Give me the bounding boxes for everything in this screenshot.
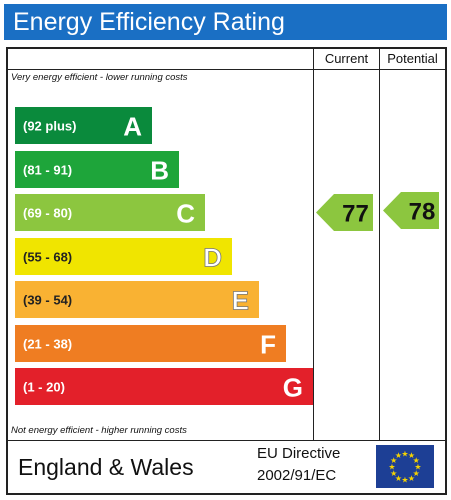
rating-frame (6, 47, 447, 495)
band-letter: A (123, 112, 142, 142)
header-divider (8, 69, 445, 70)
band-range-label: (55 - 68) (23, 250, 72, 265)
footer-directive: EU Directive 2002/91/EC (257, 443, 340, 487)
band-b: (81 - 91) B (15, 151, 179, 188)
current-column-header: Current (324, 51, 369, 66)
band-d: (55 - 68) D (15, 238, 232, 275)
potential-column-header: Potential (387, 51, 438, 66)
band-f: (21 - 38) F (15, 325, 286, 362)
current-rating-indicator: 77 (316, 194, 373, 231)
flag-star: ★ (390, 469, 397, 478)
band-letter: C (176, 199, 195, 229)
flag-star: ★ (390, 456, 397, 465)
flag-star: ★ (395, 474, 402, 483)
flag-star: ★ (408, 451, 415, 460)
band-e: (39 - 54) E (15, 281, 259, 318)
band-range-label: (92 plus) (23, 119, 76, 134)
band-bar (15, 325, 286, 362)
potential-rating-indicator-shape (383, 192, 439, 229)
flag-star: ★ (414, 463, 421, 472)
bottom-note: Not energy efficient - higher running co… (11, 425, 187, 436)
eu-flag-icon: ★ ★ ★ ★ ★ ★ ★ ★ ★ ★ ★ ★ (376, 445, 434, 488)
band-range-label: (21 - 38) (23, 337, 72, 352)
band-g: (1 - 20) G (15, 368, 313, 405)
band-letter: G (283, 373, 303, 403)
flag-star: ★ (388, 463, 395, 472)
band-bar (15, 238, 232, 275)
band-a: (92 plus) A (15, 107, 152, 144)
flag-star: ★ (413, 456, 420, 465)
page-title: Energy Efficiency Rating (13, 8, 285, 36)
band-letter: F (260, 330, 276, 360)
directive-line-2: 2002/91/EC (257, 467, 337, 484)
band-bar (15, 281, 259, 318)
current-rating-indicator-value: 77 (342, 201, 369, 228)
band-range-label: (81 - 91) (23, 163, 72, 178)
band-bar (15, 368, 313, 405)
flag-star: ★ (413, 469, 420, 478)
band-letter: E (232, 286, 249, 316)
potential-rating-indicator-value: 78 (409, 199, 436, 226)
directive-line-1: EU Directive (257, 445, 341, 462)
band-bar (15, 151, 179, 188)
flag-star: ★ (401, 476, 408, 485)
flag-star: ★ (401, 450, 408, 459)
band-bar (15, 107, 152, 144)
potential-rating-indicator: 78 (383, 192, 439, 229)
band-letter: D (203, 243, 222, 273)
band-range-label: (39 - 54) (23, 293, 72, 308)
band-bar (15, 194, 205, 231)
footer-country: England & Wales (18, 454, 194, 480)
potential-column-divider (379, 47, 380, 441)
title-bar: Energy Efficiency Rating (4, 4, 447, 40)
footer-divider (8, 440, 445, 441)
band-letter: B (150, 156, 169, 186)
flag-star: ★ (408, 474, 415, 483)
current-rating-indicator-shape (316, 194, 373, 231)
current-column-divider (313, 47, 314, 441)
top-note: Very energy efficient - lower running co… (11, 72, 188, 83)
flag-star: ★ (395, 451, 402, 460)
band-c: (69 - 80) C (15, 194, 205, 231)
band-range-label: (69 - 80) (23, 206, 72, 221)
band-range-label: (1 - 20) (23, 380, 65, 395)
